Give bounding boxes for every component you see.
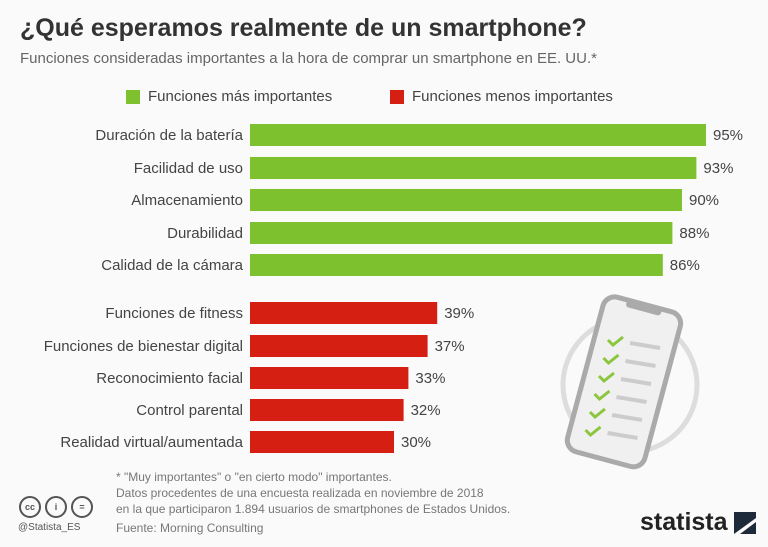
bar (250, 431, 394, 453)
no-derivatives-icon: = (71, 496, 93, 518)
category-label: Funciones de bienestar digital (44, 338, 243, 355)
footnote-line3: en la que participaron 1.894 usuarios de… (116, 502, 511, 516)
check-icon (602, 353, 620, 366)
value-label: 93% (703, 160, 733, 177)
category-label: Reconocimiento facial (96, 370, 243, 387)
value-label: 30% (401, 434, 431, 451)
bar (250, 302, 438, 324)
legend-item-less: Funciones menos importantes (390, 88, 613, 105)
statista-logo[interactable]: statista (640, 508, 756, 537)
legend-item-more: Funciones más importantes (126, 88, 332, 105)
bar (250, 335, 428, 357)
value-label: 33% (415, 370, 445, 387)
check-icon (588, 407, 606, 420)
statista-logo-icon (733, 511, 756, 534)
bar (250, 399, 404, 421)
category-label: Durabilidad (167, 225, 243, 242)
phone-illustration (560, 294, 700, 470)
footnote: * "Muy importantes" o "en cierto modo" i… (116, 470, 392, 484)
category-label: Realidad virtual/aumentada (60, 434, 243, 451)
category-label: Facilidad de uso (134, 160, 243, 177)
source: Fuente: Morning Consulting (116, 521, 264, 535)
category-label: Funciones de fitness (105, 305, 243, 322)
value-label: 88% (679, 225, 709, 242)
cc-icon: cc (19, 496, 41, 518)
category-label: Calidad de la cámara (101, 257, 243, 274)
list-line (620, 377, 652, 386)
value-label: 90% (689, 192, 719, 209)
bar (250, 367, 409, 389)
chart-subtitle: Funciones consideradas importantes a la … (20, 50, 597, 67)
list-line (616, 395, 647, 404)
bar (250, 189, 682, 211)
bar (250, 222, 673, 244)
footnote-line2: Datos procedentes de una encuesta realiz… (116, 486, 484, 500)
value-label: 37% (435, 338, 465, 355)
category-label: Control parental (136, 402, 243, 419)
value-label: 86% (670, 257, 700, 274)
list-line (607, 431, 638, 440)
value-label: 39% (444, 305, 474, 322)
value-label: 95% (713, 127, 743, 144)
check-icon (584, 425, 602, 438)
attribution-icon: i (45, 496, 67, 518)
twitter-handle[interactable]: @Statista_ES (18, 522, 81, 533)
legend-label: Funciones menos importantes (412, 88, 613, 105)
bar (250, 157, 697, 179)
list-line (629, 341, 661, 350)
check-icon (597, 371, 615, 384)
list-line (611, 413, 643, 422)
check-icon (606, 335, 624, 348)
value-label: 32% (411, 402, 441, 419)
category-label: Duración de la batería (95, 127, 243, 144)
chart-title: ¿Qué esperamos realmente de un smartphon… (20, 14, 587, 42)
legend-swatch-red (390, 89, 404, 104)
legend-label: Funciones más importantes (148, 88, 333, 105)
bar (250, 124, 706, 146)
logo-text: statista (640, 508, 728, 536)
check-icon (593, 389, 611, 402)
legend-swatch-green (126, 89, 140, 104)
bar (250, 254, 663, 276)
list-line (625, 359, 656, 368)
category-label: Almacenamiento (131, 192, 243, 209)
